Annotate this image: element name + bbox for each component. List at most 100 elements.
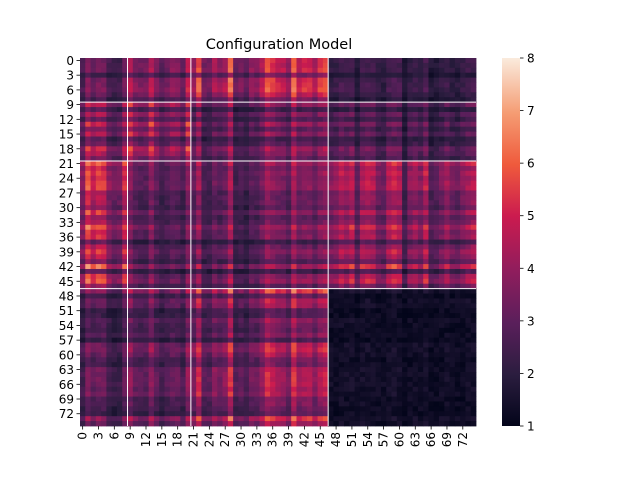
heatmap-cell — [465, 141, 472, 147]
heatmap-cell — [122, 224, 128, 231]
heatmap-cell — [375, 185, 382, 191]
heatmap-cell — [175, 318, 181, 324]
heatmap-cell — [180, 337, 186, 343]
heatmap-cell — [365, 195, 371, 201]
heatmap-cell — [196, 67, 202, 74]
heatmap-cell — [386, 283, 392, 290]
heatmap-cell — [333, 87, 340, 93]
heatmap-cell — [196, 259, 202, 265]
heatmap-cell — [423, 224, 429, 231]
heatmap-cell — [238, 156, 245, 162]
heatmap-cell — [169, 273, 176, 280]
heatmap-cell — [428, 293, 435, 299]
heatmap-cell — [280, 92, 287, 98]
heatmap-cell — [169, 62, 176, 69]
heatmap-cell — [380, 136, 387, 142]
heatmap-cell — [296, 141, 303, 147]
heatmap-cell — [322, 146, 329, 152]
heatmap-cell — [95, 165, 102, 172]
heatmap-cell — [185, 72, 192, 79]
heatmap-cell — [365, 298, 371, 304]
heatmap-cell — [370, 372, 377, 378]
heatmap-cell — [254, 136, 260, 142]
heatmap-cell — [138, 107, 144, 113]
heatmap-cell — [243, 352, 250, 358]
heatmap-cell — [243, 357, 250, 363]
heatmap-cell — [391, 347, 398, 353]
heatmap-cell — [344, 268, 350, 275]
heatmap-cell — [470, 229, 477, 236]
heatmap-cell — [122, 313, 128, 319]
heatmap-cell — [196, 313, 202, 319]
heatmap-cell — [307, 165, 313, 172]
heatmap-cell — [280, 170, 287, 177]
heatmap-cell — [433, 165, 440, 172]
heatmap-cell — [396, 107, 403, 113]
heatmap-cell — [196, 352, 202, 358]
heatmap-cell — [95, 273, 102, 280]
heatmap-cell — [380, 116, 387, 123]
heatmap-cell — [233, 381, 239, 388]
heatmap-cell — [80, 121, 86, 128]
heatmap-cell — [270, 352, 276, 358]
heatmap-cell — [180, 347, 186, 353]
heatmap-cell — [423, 67, 429, 74]
heatmap-cell — [95, 322, 102, 329]
heatmap-cell — [291, 362, 297, 368]
heatmap-cell — [106, 175, 113, 182]
heatmap-cell — [365, 352, 371, 358]
heatmap-cell — [386, 121, 392, 128]
heatmap-cell — [217, 205, 223, 211]
heatmap-cell — [280, 82, 287, 88]
heatmap-cell — [206, 367, 213, 373]
heatmap-cell — [470, 259, 477, 265]
heatmap-cell — [354, 229, 361, 236]
heatmap-cell — [222, 165, 229, 172]
heatmap-cell — [354, 62, 361, 69]
heatmap-cell — [433, 347, 440, 353]
heatmap-cell — [465, 180, 472, 186]
heatmap-cell — [138, 58, 144, 64]
heatmap-cell — [439, 327, 445, 334]
heatmap-cell — [227, 200, 234, 206]
heatmap-cell — [285, 165, 292, 172]
heatmap-cell — [206, 62, 213, 69]
heatmap-cell — [159, 327, 165, 334]
heatmap-cell — [396, 72, 403, 79]
heatmap-cell — [106, 367, 113, 373]
heatmap-cell — [222, 264, 229, 270]
heatmap-cell — [386, 58, 392, 64]
heatmap-cell — [116, 205, 123, 211]
heatmap-cell — [190, 126, 197, 132]
heatmap-cell — [391, 372, 398, 378]
heatmap-cell — [280, 376, 287, 383]
heatmap-cell — [138, 82, 144, 88]
heatmap-cell — [190, 224, 197, 231]
heatmap-cell — [338, 362, 345, 368]
heatmap-cell — [85, 298, 91, 304]
heatmap-cell — [106, 190, 113, 196]
heatmap-cell — [460, 342, 466, 348]
heatmap-cell — [312, 170, 318, 177]
heatmap-cell — [454, 278, 461, 285]
heatmap-cell — [296, 87, 303, 93]
heatmap-cell — [433, 77, 440, 83]
heatmap-cell — [307, 308, 313, 314]
heatmap-cell — [402, 195, 408, 201]
heatmap-cell — [95, 234, 102, 240]
heatmap-cell — [143, 165, 150, 172]
heatmap-cell — [159, 318, 165, 324]
heatmap-cell — [106, 156, 113, 162]
heatmap-cell — [196, 244, 202, 250]
heatmap-cell — [296, 62, 303, 69]
heatmap-cell — [465, 219, 472, 226]
heatmap-cell — [259, 200, 266, 206]
heatmap-cell — [111, 278, 118, 285]
heatmap-cell — [270, 234, 276, 240]
heatmap-cell — [328, 121, 334, 128]
heatmap-cell — [111, 288, 118, 294]
heatmap-cell — [243, 273, 250, 280]
heatmap-cell — [132, 190, 139, 196]
heatmap-cell — [291, 293, 297, 299]
